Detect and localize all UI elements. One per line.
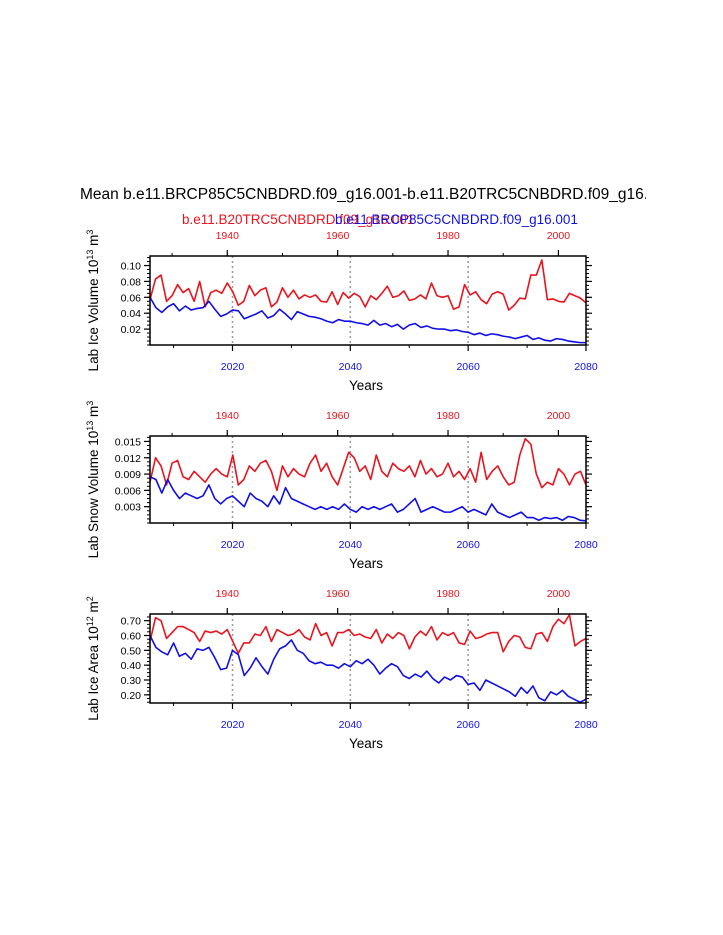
x-tick-label-bottom: 2040 [339,719,363,731]
x-tick-label-top: 2000 [547,410,571,422]
x-tick-label-bottom: 2060 [456,361,480,373]
legend-red-label: b.e11.B20TRC5CNBDRD.f09_g16.001 [182,212,414,227]
x-tick-label-bottom: 2060 [456,539,480,551]
x-tick-label-top: 1940 [216,588,240,600]
x-axis-label: Years [349,378,383,393]
y-label-unit: m [86,406,101,421]
y-tick-label: 0.50 [121,645,142,657]
x-tick-label-bottom: 2040 [339,361,363,373]
x-tick-label-bottom: 2020 [221,361,245,373]
y-label-unit: m [86,235,101,250]
y-tick-label: 0.06 [121,292,142,304]
x-tick-label-top: 1980 [436,230,460,242]
x-tick-label-bottom: 2060 [456,719,480,731]
x-tick-label-bottom: 2020 [221,719,245,731]
x-tick-label-top: 1960 [326,410,350,422]
x-tick-label-bottom: 2080 [574,719,598,731]
y-tick-label: 0.10 [121,261,142,273]
y-tick-label: 0.60 [121,631,142,643]
y-label-unit: m [86,601,101,616]
chart-panel-3: 0.70 0.60 0.50 0.40 0.30 0.20 2020 2040 2060 2080… [85,588,598,751]
x-tick-label-top: 2000 [547,588,571,600]
y-tick-label: 0.006 [115,485,141,497]
y-axis-label: Lab Ice Area 1012 m2 [85,596,101,721]
series-line-red [150,614,586,655]
y-tick-label: 0.40 [121,660,142,672]
series-line-red [150,437,586,492]
y-tick-label: 0.02 [121,324,142,336]
y-axis-label: Lab Snow Volume 1013 m3 [85,401,101,559]
y-label-exponent: 13 [85,421,95,431]
x-tick-label-top: 1980 [436,588,460,600]
y-tick-label: 0.009 [115,469,141,481]
y-tick-label: 0.015 [115,436,141,448]
y-tick-label: 0.20 [121,690,142,702]
plot-frame [149,435,587,524]
y-tick-label: 0.003 [115,502,141,514]
x-tick-label-bottom: 2080 [574,361,598,373]
x-tick-label-top: 2000 [547,230,571,242]
x-tick-label-bottom: 2040 [339,539,363,551]
y-tick-label: 0.30 [121,675,142,687]
series-line-red [150,259,586,311]
x-tick-label-bottom: 2080 [574,539,598,551]
x-tick-label-top: 1980 [436,410,460,422]
x-tick-label-top: 1940 [216,410,240,422]
y-label-unit-exponent: 3 [85,401,95,406]
x-tick-label-top: 1960 [326,588,350,600]
y-tick-label: 0.04 [121,308,142,320]
y-axis-label: Lab Ice Volume 1013 m3 [85,230,101,372]
y-label-unit-exponent: 3 [85,230,95,235]
y-label-exponent: 12 [85,616,95,626]
legend-blue-label: b.e11.BRCP85C5CNBDRD.f09_g16.001 [335,212,578,227]
y-label-text: Lab Snow Volume 10 [86,431,101,559]
x-tick-label-bottom: 2020 [221,539,245,551]
x-axis-label: Years [349,736,383,751]
x-axis-label: Years [349,556,383,571]
y-tick-label: 0.70 [121,616,142,628]
x-tick-label-top: 1960 [326,230,350,242]
series-line-blue [150,296,586,344]
y-label-text: Lab Ice Volume 10 [86,260,101,372]
panels-group: 0.10 0.08 0.06 0.04 0.02 2020 2040 2060 2080 1940… [85,230,598,751]
y-label-unit-exponent: 2 [85,596,95,601]
series-line-blue [150,476,586,522]
y-label-text: Lab Ice Area 10 [86,626,101,721]
y-label-exponent: 13 [85,250,95,260]
plot-frame [149,613,587,704]
x-tick-label-top: 1940 [216,230,240,242]
plot-frame [149,255,587,346]
chart-panel-1: 0.10 0.08 0.06 0.04 0.02 2020 2040 2060 2080 1940… [85,230,598,393]
y-tick-label: 0.08 [121,276,142,288]
figure-title: Mean b.e11.BRCP85C5CNBDRD.f09_g16.001-b.… [80,186,674,203]
y-tick-label: 0.012 [115,453,141,465]
series-line-blue [150,635,586,703]
chart-panel-2: 0.015 0.012 0.009 0.006 0.003 2020 2040 2060 208… [85,401,598,571]
